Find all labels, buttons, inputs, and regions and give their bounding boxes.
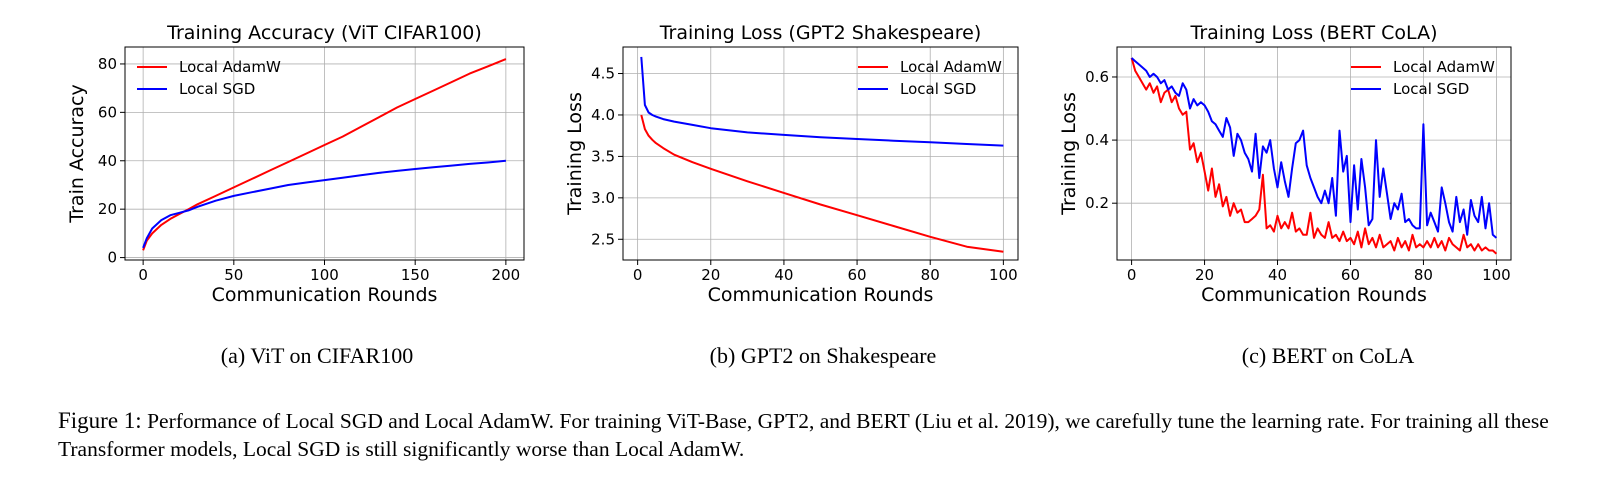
y-axis-label: Training Loss [564,92,586,216]
x-tick-label: 100 [989,266,1018,284]
x-tick-label: 20 [701,266,720,284]
x-axis-label: Communication Rounds [1201,284,1427,306]
y-tick-label: 3.0 [591,189,615,207]
y-tick-label: 60 [98,103,117,121]
y-tick-label: 4.5 [591,65,615,83]
legend-label-local-adamw: Local AdamW [1393,58,1495,76]
x-tick-label: 80 [1414,266,1433,284]
series-line-local-adamw [640,114,1004,253]
y-axis-label: Training Loss [1058,92,1080,216]
y-tick-label: 0.4 [1085,131,1109,149]
figure-caption: Figure 1: Performance of Local SGD and L… [58,407,1558,463]
figure-label: Figure 1: [58,408,142,433]
x-tick-label: 40 [1268,266,1287,284]
series-line-local-adamw [142,58,507,251]
chart-c: 0 20 40 60 80 100 0.2 0.4 0.6 Training Loss (BERT… [1058,22,1512,306]
y-tick-label: 80 [98,55,117,73]
chart-a: 0 50 100 150 200 0 20 40 60 80 Training Accuracy (… [66,22,525,306]
y-tick-label: 2.5 [591,230,615,248]
y-tick-label: 4.0 [591,106,615,124]
subcaption-b: (b) GPT2 on Shakespeare [709,343,937,368]
x-tick-label: 40 [774,266,793,284]
x-tick-label: 100 [1482,266,1511,284]
x-tick-label: 0 [138,266,148,284]
plot-frame [1116,46,1512,261]
x-tick-label: 100 [310,266,339,284]
figure-caption-text: Performance of Local SGD and Local AdamW… [58,409,1549,461]
y-tick-label: 0 [107,249,117,267]
x-tick-label: 60 [848,266,867,284]
y-tick-label: 0.6 [1085,68,1109,86]
plot-frame [622,46,1019,261]
x-tick-label: 200 [492,266,521,284]
y-axis-label: Train Accuracy [66,84,88,223]
chart-title: Training Accuracy (ViT CIFAR100) [166,22,482,44]
x-tick-label: 0 [633,266,643,284]
x-axis-label: Communication Rounds [212,284,438,306]
x-tick-label: 60 [1341,266,1360,284]
chart-title: Training Loss (BERT CoLA) [1190,22,1438,44]
x-tick-label: 80 [921,266,940,284]
x-axis-label: Communication Rounds [708,284,934,306]
legend-label-local-adamw: Local AdamW [179,58,281,76]
y-tick-label: 0.2 [1085,194,1109,212]
x-tick-label: 50 [224,266,243,284]
subcaption-c: (c) BERT on CoLA [1241,343,1415,368]
y-tick-label: 20 [98,200,117,218]
chart-title: Training Loss (GPT2 Shakespeare) [659,22,982,44]
subcaption-a: (a) ViT on CIFAR100 [220,343,414,368]
legend-label-local-sgd: Local SGD [900,80,976,98]
y-tick-label: 3.5 [591,147,615,165]
legend-label-local-sgd: Local SGD [1393,80,1469,98]
x-tick-label: 0 [1127,266,1137,284]
series-line-local-sgd [1130,57,1498,239]
x-tick-label: 20 [1195,266,1214,284]
x-tick-label: 150 [401,266,430,284]
series-line-local-sgd [640,56,1004,147]
legend-label-local-sgd: Local SGD [179,80,255,98]
legend-label-local-adamw: Local AdamW [900,58,1002,76]
chart-b: 0 20 40 60 80 100 2.5 3.0 3.5 4.0 4.5 Training Loss… [564,22,1019,306]
series-line-local-adamw [1130,57,1498,255]
y-tick-label: 40 [98,152,117,170]
series-line-local-sgd [142,159,506,249]
